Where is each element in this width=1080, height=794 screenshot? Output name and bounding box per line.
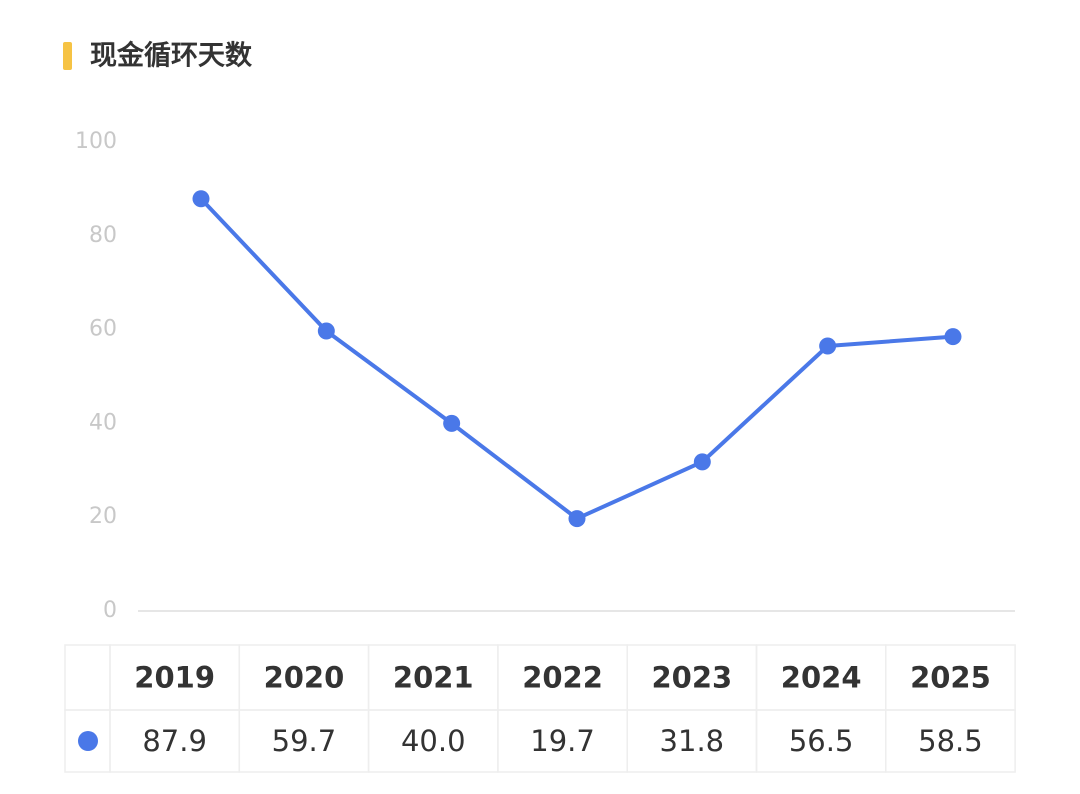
point — [317, 322, 335, 340]
point — [568, 510, 586, 528]
chart-title: 现金循环天数 — [90, 40, 253, 72]
y-tick-label: 40 — [89, 410, 117, 435]
table-value: 40.0 — [401, 724, 466, 758]
table-cell — [64, 644, 111, 711]
x-tick-label: 2020 — [264, 661, 345, 695]
y-tick-label: 80 — [89, 223, 117, 248]
x-tick-label: 2021 — [393, 661, 474, 695]
point — [944, 328, 962, 346]
x-tick-label: 2025 — [910, 661, 991, 695]
x-tick-label: 2019 — [134, 661, 215, 695]
x-tick-label: 2023 — [651, 661, 732, 695]
legend-marker — [78, 731, 98, 751]
y-tick-label: 100 — [75, 129, 117, 154]
point — [819, 337, 837, 355]
table-value: 56.5 — [789, 724, 854, 758]
table-value: 31.8 — [660, 724, 725, 758]
title-accent — [63, 42, 72, 70]
table-value: 58.5 — [918, 724, 983, 758]
y-tick-label: 0 — [103, 598, 117, 623]
y-tick-label: 60 — [89, 317, 117, 342]
table-value: 59.7 — [272, 724, 337, 758]
y-tick-label: 20 — [89, 504, 117, 529]
point — [192, 190, 210, 208]
x-tick-label: 2024 — [781, 661, 862, 695]
table-cell — [885, 709, 1016, 773]
point — [693, 453, 711, 471]
point — [443, 414, 461, 432]
line — [199, 197, 954, 521]
x-tick-label: 2022 — [522, 661, 603, 695]
table-value: 87.9 — [142, 724, 207, 758]
table-value: 19.7 — [530, 724, 595, 758]
